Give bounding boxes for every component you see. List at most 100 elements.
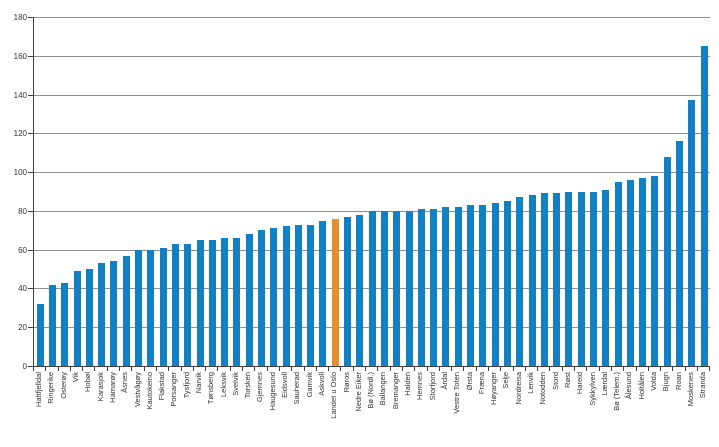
x-label-cell: Selje <box>500 372 512 446</box>
y-axis-label: 80 <box>18 206 27 216</box>
x-axis-tick <box>266 367 279 371</box>
bar-cell <box>464 17 476 366</box>
x-label-cell: Hamarøy <box>107 372 119 446</box>
bar-cell <box>46 17 58 366</box>
x-axis-label: Askvoll <box>316 372 326 396</box>
bar <box>48 284 56 366</box>
bar-cell <box>71 17 83 366</box>
bar-cell <box>329 17 341 366</box>
x-label-cell: Tønsberg <box>205 372 217 446</box>
x-axis-label: Porsanger <box>169 372 179 407</box>
bar-cell <box>206 17 218 366</box>
bar <box>540 193 548 366</box>
y-axis-labels: 0 20 40 60 80 100 120 140 160 180 <box>0 13 27 371</box>
bar <box>405 210 413 366</box>
x-label-cell: Svelvik <box>230 372 242 446</box>
x-label-cell: Åsnes <box>119 372 131 446</box>
x-label-cell: Lenvik <box>525 372 537 446</box>
bar-cell <box>649 17 661 366</box>
x-axis-tick <box>426 367 439 371</box>
x-axis-label: Ørsta <box>464 372 474 391</box>
x-label-cell: Vestvågøy <box>131 372 143 446</box>
x-axis-tick <box>438 367 451 371</box>
bar-cell <box>612 17 624 366</box>
bar <box>565 191 573 366</box>
bar-cell <box>341 17 353 366</box>
x-axis-tick <box>697 367 709 371</box>
x-label-cell: Haugesund <box>267 372 279 446</box>
x-label-cell: Røros <box>340 372 352 446</box>
bar <box>393 210 401 366</box>
bar <box>688 100 696 366</box>
bar-cell <box>489 17 501 366</box>
x-label-cell: Bjugn <box>660 372 672 446</box>
x-axis-tick <box>647 367 660 371</box>
x-axis-label: Hobøl <box>83 372 93 393</box>
x-label-cell: Storfjord <box>427 372 439 446</box>
x-axis-label: Ålesund <box>624 372 634 400</box>
x-axis-tick <box>69 367 82 371</box>
x-axis-tick <box>635 367 648 371</box>
bar-cell <box>428 17 440 366</box>
x-axis-tick <box>45 367 57 371</box>
bar-cell <box>243 17 255 366</box>
bar-cell <box>218 17 230 366</box>
bar-cell <box>378 17 390 366</box>
bar <box>282 226 290 366</box>
x-axis-label: Bø (Nordl.) <box>366 372 376 409</box>
x-axis-tick <box>155 367 168 371</box>
x-label-cell: Volda <box>648 372 660 446</box>
x-axis-label: Sykkylven <box>587 372 597 406</box>
x-axis-label: Bø (Telem.) <box>612 372 622 411</box>
bar-cell <box>34 17 46 366</box>
x-label-cell: Kautokeino <box>144 372 156 446</box>
x-label-cell: Roan <box>672 372 684 446</box>
y-axis-tick <box>28 55 33 57</box>
x-axis-tick <box>500 367 512 371</box>
bar-cell <box>538 17 550 366</box>
x-axis-tick <box>119 367 131 371</box>
y-axis-label: 160 <box>13 51 27 61</box>
bar <box>319 220 327 366</box>
x-axis-tick <box>610 367 623 371</box>
y-axis-label: 40 <box>18 284 27 294</box>
x-axis-tick <box>414 367 426 371</box>
y-axis-label: 60 <box>18 245 27 255</box>
x-label-cell: Vik <box>70 372 82 446</box>
bar <box>380 210 388 366</box>
x-label-cell: Bø (Nordl.) <box>365 372 377 446</box>
x-axis-label: Moskenes <box>685 372 695 407</box>
x-axis-tick <box>463 367 475 371</box>
x-axis-tick <box>598 367 611 371</box>
bar-cell <box>624 17 636 366</box>
x-label-cell: Nedre Eiker <box>353 372 365 446</box>
x-label-cell: Hemnes <box>414 372 426 446</box>
bar <box>442 207 450 366</box>
x-axis-label: Vestre Toten <box>452 372 462 414</box>
y-axis-tick <box>28 94 33 96</box>
bar <box>221 238 229 366</box>
x-axis-label: Gjemnes <box>255 372 265 403</box>
x-axis-label: Svelvik <box>230 372 240 396</box>
bar <box>196 240 204 366</box>
bar-cell <box>587 17 599 366</box>
x-axis-label: Hamarøy <box>107 372 117 403</box>
y-axis-label: 140 <box>13 90 27 100</box>
bar <box>135 249 143 366</box>
x-axis-label: Haugesund <box>267 372 277 411</box>
x-axis-label: Landet u Oslo <box>329 372 339 419</box>
x-axis-tick <box>340 367 352 371</box>
bar-cell <box>415 17 427 366</box>
x-label-cell: Ballangen <box>377 372 389 446</box>
x-axis-label: Ballangen <box>378 372 388 406</box>
x-axis-tick <box>586 367 598 371</box>
x-axis-tick <box>475 367 488 371</box>
bar-highlight <box>331 218 339 366</box>
x-label-cell: Flakstad <box>156 372 168 446</box>
x-axis-label: Ringerike <box>46 372 56 404</box>
x-axis-tick <box>315 367 328 371</box>
x-axis-tick <box>205 367 217 371</box>
bar-cell <box>268 17 280 366</box>
x-axis-label: Lærdal <box>599 372 609 396</box>
